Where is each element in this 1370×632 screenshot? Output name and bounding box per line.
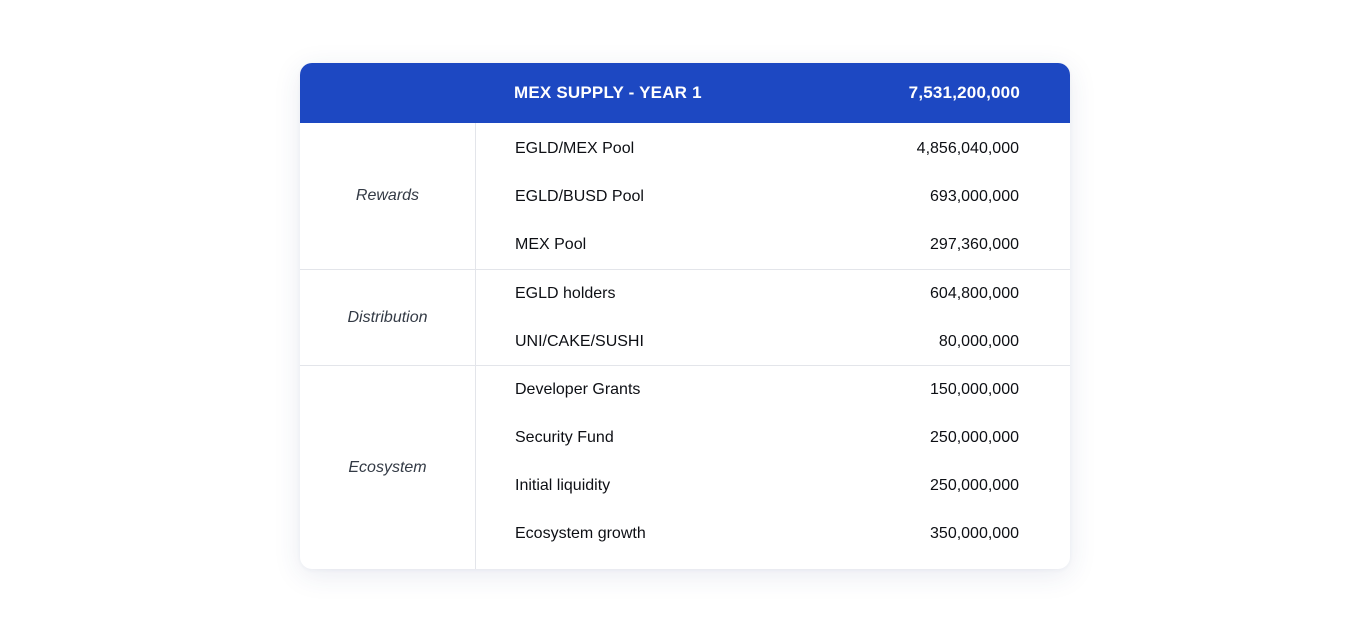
row-amount: 80,000,000 [938,333,1019,350]
supply-table: MEX SUPPLY - YEAR 1 7,531,200,000 Reward… [300,63,1070,569]
group-distribution: Distribution EGLD holders 604,800,000 UN… [300,270,1070,366]
row-amount: 604,800,000 [930,285,1019,302]
row-amount: 250,000,000 [930,477,1019,494]
group-ecosystem: Ecosystem Developer Grants 150,000,000 S… [300,366,1070,569]
row-amount: 4,856,040,000 [916,140,1019,157]
row-amount: 350,000,000 [930,525,1019,542]
group-label-distribution: Distribution [300,270,476,365]
table-row: EGLD holders 604,800,000 [476,270,1070,318]
row-name: EGLD/MEX Pool [515,140,635,157]
row-amount: 297,360,000 [930,236,1019,253]
group-label-rewards: Rewards [300,123,476,269]
table-row: Initial liquidity 250,000,000 [476,462,1070,510]
table-header: MEX SUPPLY - YEAR 1 7,531,200,000 [300,63,1070,123]
table-row: EGLD/BUSD Pool 693,000,000 [476,173,1070,221]
row-amount: 250,000,000 [930,429,1019,446]
table-row: MEX Pool 297,360,000 [476,221,1070,269]
row-name: Ecosystem growth [515,525,646,542]
group-rows: EGLD holders 604,800,000 UNI/CAKE/SUSHI … [476,270,1070,365]
row-name: MEX Pool [515,236,587,253]
row-amount: 693,000,000 [930,188,1019,205]
table-row: EGLD/MEX Pool 4,856,040,000 [476,125,1070,173]
group-rows: EGLD/MEX Pool 4,856,040,000 EGLD/BUSD Po… [476,123,1070,269]
group-label-ecosystem: Ecosystem [300,366,476,569]
table-title: MEX SUPPLY - YEAR 1 [514,83,702,102]
table-row: Developer Grants 150,000,000 [476,366,1070,414]
row-name: Security Fund [515,429,614,446]
row-name: EGLD holders [515,285,616,302]
group-rows: Developer Grants 150,000,000 Security Fu… [476,366,1070,569]
total-supply: 7,531,200,000 [908,83,1020,102]
table-row: Ecosystem growth 350,000,000 [476,510,1070,558]
row-name: UNI/CAKE/SUSHI [515,333,644,350]
row-amount: 150,000,000 [930,381,1019,398]
row-name: Developer Grants [515,381,641,398]
group-rewards: Rewards EGLD/MEX Pool 4,856,040,000 EGLD… [300,123,1070,270]
table-row: Security Fund 250,000,000 [476,414,1070,462]
table-row: UNI/CAKE/SUSHI 80,000,000 [476,318,1070,366]
row-name: EGLD/BUSD Pool [515,188,644,205]
row-name: Initial liquidity [515,477,611,494]
